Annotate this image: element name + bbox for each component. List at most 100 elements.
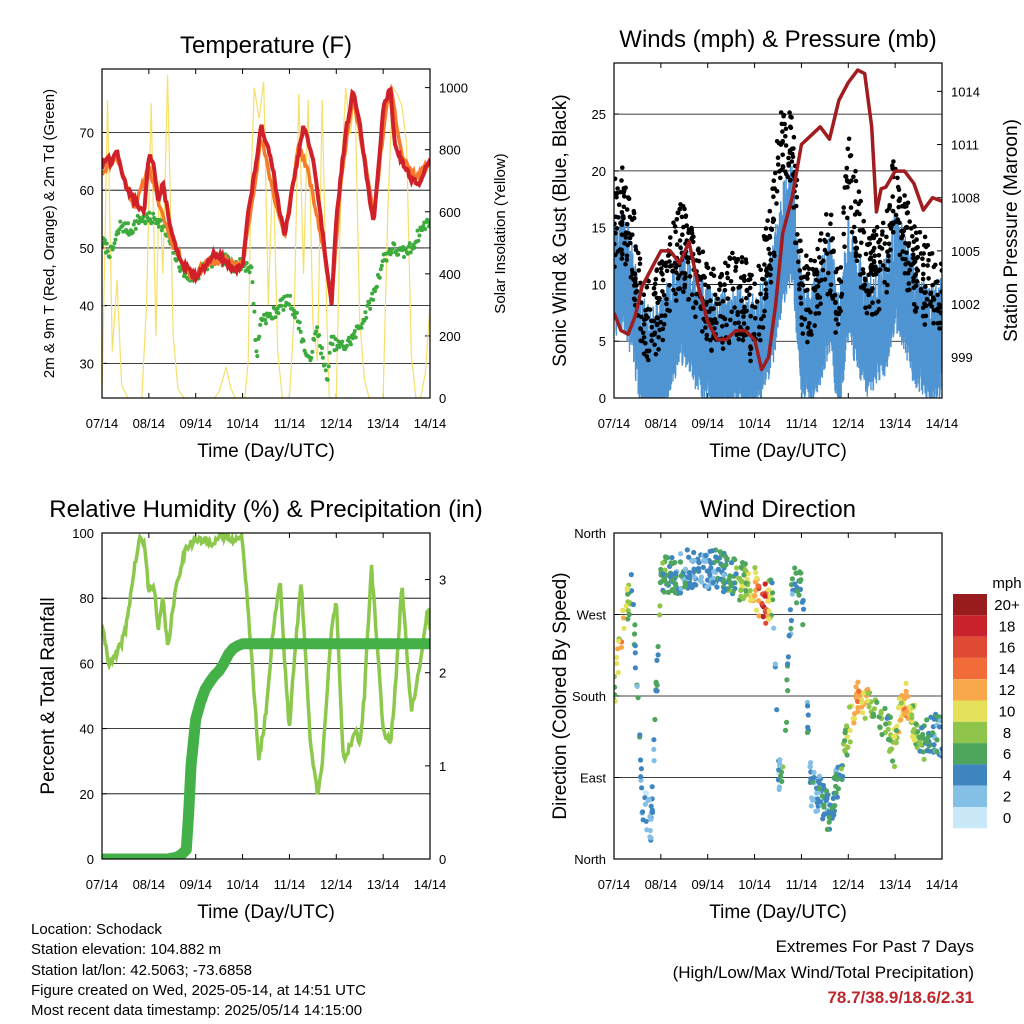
dewpoint-point bbox=[333, 337, 338, 341]
gust-point bbox=[853, 250, 859, 256]
direction-point bbox=[886, 748, 893, 754]
direction-point bbox=[638, 774, 644, 780]
dewpoint-point bbox=[334, 347, 339, 352]
gust-point bbox=[872, 253, 878, 258]
x-tick-label: 08/14 bbox=[645, 877, 678, 892]
gust-point bbox=[712, 292, 718, 298]
gust-point bbox=[904, 203, 909, 209]
x-tick-label: 07/14 bbox=[86, 416, 119, 431]
gust-point bbox=[631, 210, 637, 216]
direction-point bbox=[823, 798, 829, 804]
dewpoint-point bbox=[102, 238, 107, 243]
dewpoint-point bbox=[133, 226, 138, 231]
gust-point bbox=[805, 339, 810, 345]
gust-point bbox=[768, 279, 774, 285]
gust-point bbox=[727, 256, 733, 262]
gust-point bbox=[922, 322, 928, 327]
dewpoint-point bbox=[392, 242, 397, 247]
x-tick-label: 08/14 bbox=[133, 416, 166, 431]
dewpoint-point bbox=[294, 310, 299, 315]
direction-point bbox=[794, 600, 800, 606]
y2-tick-label: 600 bbox=[439, 205, 461, 220]
gust-point bbox=[700, 249, 706, 255]
legend-swatch bbox=[953, 700, 987, 722]
gust-point bbox=[814, 277, 819, 283]
gust-point bbox=[744, 295, 749, 301]
gust-point bbox=[656, 347, 661, 352]
gust-point bbox=[903, 240, 908, 246]
y2-tick-label: 1011 bbox=[951, 138, 979, 153]
direction-point bbox=[678, 551, 684, 557]
direction-point bbox=[826, 819, 832, 825]
direction-point bbox=[720, 563, 726, 569]
dewpoint-point bbox=[292, 308, 296, 313]
gust-point bbox=[854, 209, 860, 215]
gust-point bbox=[798, 238, 803, 244]
direction-point bbox=[689, 584, 695, 591]
station-info: Location: Schodack Station elevation: 10… bbox=[31, 920, 366, 1021]
gust-point bbox=[793, 240, 799, 246]
gust-point bbox=[796, 259, 801, 265]
direction-point bbox=[714, 584, 720, 590]
gust-point bbox=[780, 138, 785, 144]
dewpoint-point bbox=[297, 320, 302, 325]
direction-point bbox=[911, 726, 917, 733]
dewpoint-point bbox=[378, 267, 383, 272]
gust-point bbox=[812, 288, 818, 293]
gust-point bbox=[708, 317, 714, 323]
gust-point bbox=[739, 298, 744, 303]
gust-point bbox=[756, 332, 762, 337]
direction-point bbox=[788, 617, 795, 624]
gust-point bbox=[818, 301, 823, 307]
gust-point bbox=[739, 309, 745, 315]
direction-point bbox=[856, 688, 862, 695]
y2-tick-label: 400 bbox=[439, 267, 461, 282]
gust-point bbox=[880, 232, 885, 237]
gust-point bbox=[857, 228, 863, 233]
x-tick-label: 14/14 bbox=[414, 416, 447, 431]
gust-point bbox=[739, 255, 745, 260]
direction-point bbox=[726, 576, 732, 582]
gust-point bbox=[614, 221, 617, 227]
direction-point bbox=[766, 598, 772, 604]
gust-point bbox=[913, 272, 919, 277]
gust-point bbox=[710, 306, 716, 312]
direction-point bbox=[778, 769, 785, 775]
gust-point bbox=[805, 324, 811, 330]
direction-point bbox=[859, 700, 865, 706]
gust-point bbox=[747, 285, 753, 291]
gust-point bbox=[841, 205, 846, 210]
gust-point bbox=[918, 288, 924, 294]
gust-point bbox=[761, 313, 766, 319]
direction-point bbox=[860, 690, 866, 696]
gust-point bbox=[806, 307, 811, 313]
gust-point bbox=[758, 337, 763, 343]
y2-tick-label: 1002 bbox=[951, 297, 980, 312]
dewpoint-point bbox=[408, 250, 413, 255]
gust-point bbox=[715, 296, 720, 302]
gust-point bbox=[733, 268, 738, 273]
legend-swatch bbox=[953, 743, 987, 765]
direction-point bbox=[936, 724, 942, 730]
dewpoint-point bbox=[156, 224, 161, 229]
dewpoint-point bbox=[145, 215, 150, 220]
gust-point bbox=[880, 220, 886, 226]
y-tick-label: 70 bbox=[80, 125, 94, 140]
gust-point bbox=[735, 312, 740, 318]
gust-point bbox=[906, 241, 912, 246]
gust-point bbox=[680, 270, 685, 276]
direction-point bbox=[879, 731, 885, 738]
gust-point bbox=[768, 226, 774, 231]
direction-point bbox=[682, 580, 689, 586]
direction-point bbox=[621, 625, 627, 632]
gust-point bbox=[911, 302, 917, 307]
gust-point bbox=[771, 178, 777, 183]
x-tick-label: 08/14 bbox=[133, 877, 166, 892]
gust-point bbox=[724, 270, 730, 276]
gust-point bbox=[806, 330, 812, 336]
direction-point bbox=[651, 758, 657, 764]
gust-point bbox=[766, 265, 771, 270]
direction-point bbox=[640, 809, 646, 815]
gust-point bbox=[776, 140, 782, 146]
dewpoint-point bbox=[251, 301, 256, 306]
